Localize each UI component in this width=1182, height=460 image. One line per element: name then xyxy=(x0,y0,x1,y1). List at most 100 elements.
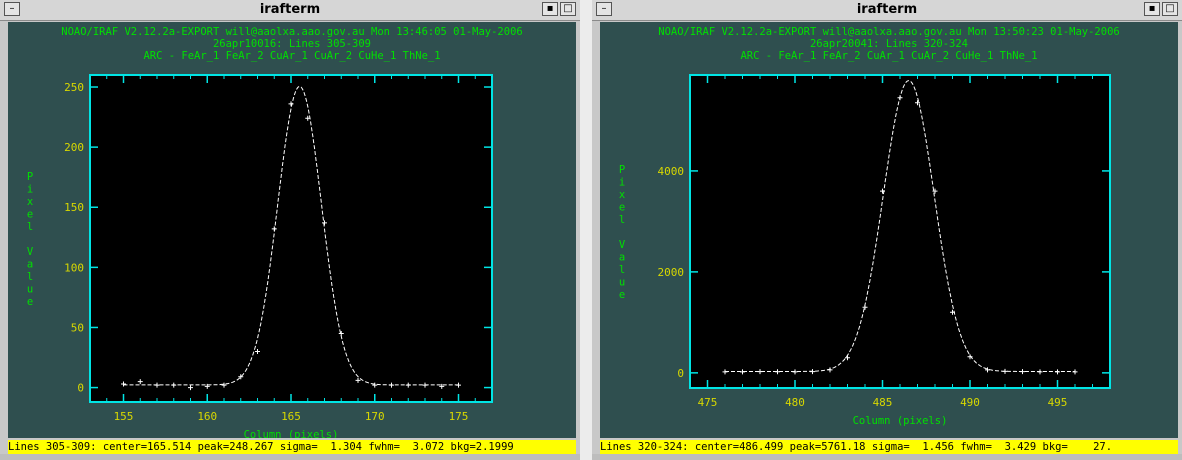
y-axis-label-char: V xyxy=(619,239,626,251)
y-axis-label-char: x xyxy=(27,196,33,208)
data-point xyxy=(1072,369,1078,375)
y-axis-label-char: e xyxy=(619,202,625,214)
plot-header-line-1: NOAO/IRAF V2.12.2a-EXPORT will@aaolxa.aa… xyxy=(658,26,1119,38)
data-point xyxy=(137,379,143,385)
x-tick-label: 480 xyxy=(785,396,805,409)
irafterm-window-right[interactable]: – irafterm ▪ □ NOAO/IRAF V2.12.2a-EXPORT… xyxy=(592,0,1182,460)
data-point xyxy=(845,355,850,361)
y-axis-label-char: l xyxy=(619,214,625,226)
data-point xyxy=(288,101,294,107)
y-tick-label: 4000 xyxy=(658,165,685,178)
data-point xyxy=(722,369,728,375)
data-point xyxy=(757,369,763,375)
y-axis-label-char: P xyxy=(27,171,33,183)
x-tick-label: 160 xyxy=(197,410,217,423)
data-point xyxy=(322,220,327,226)
y-axis-label-char: x xyxy=(619,189,625,201)
maximize-button[interactable]: □ xyxy=(560,2,576,16)
y-axis-label-char: P xyxy=(619,164,625,176)
data-point xyxy=(154,382,160,388)
x-tick-label: 155 xyxy=(114,410,134,423)
data-point xyxy=(456,382,461,388)
window-gap xyxy=(580,0,592,460)
window-menu-button[interactable]: – xyxy=(596,2,612,16)
plot-header-line-3: ARC - FeAr_1 FeAr_2 CuAr_1 CuAr_2 CuHe_1… xyxy=(740,50,1037,62)
minimize-button[interactable]: ▪ xyxy=(542,2,558,16)
y-tick-label: 0 xyxy=(677,367,684,380)
y-tick-label: 200 xyxy=(64,141,84,154)
x-axis-label: Column (pixels) xyxy=(853,415,948,427)
graphics-terminal[interactable]: NOAO/IRAF V2.12.2a-EXPORT will@aaolxa.aa… xyxy=(8,22,576,438)
y-axis-label-char: e xyxy=(27,296,33,308)
window-bottom-border xyxy=(592,454,1182,460)
data-point xyxy=(439,383,445,389)
data-point xyxy=(305,115,311,121)
data-point xyxy=(171,382,177,388)
y-axis-label-char: l xyxy=(27,221,33,233)
window-bottom-border xyxy=(0,454,580,460)
y-axis-label-char: a xyxy=(27,259,33,271)
data-point xyxy=(355,377,361,383)
y-axis-label-char: l xyxy=(619,264,625,276)
data-point xyxy=(810,369,815,375)
plot-frame xyxy=(689,74,1111,389)
x-tick-label: 490 xyxy=(960,396,980,409)
irafterm-window-left[interactable]: – irafterm ▪ □ NOAO/IRAF V2.12.2a-EXPORT… xyxy=(0,0,580,460)
data-point xyxy=(389,382,394,388)
y-axis-label-char: i xyxy=(27,184,33,196)
data-point xyxy=(405,382,411,388)
data-point xyxy=(915,100,920,106)
window-title: irafterm xyxy=(856,2,918,17)
data-point xyxy=(740,369,745,375)
plot-canvas: NOAO/IRAF V2.12.2a-EXPORT will@aaolxa.aa… xyxy=(619,26,1120,427)
data-point xyxy=(880,188,885,194)
status-line: Lines 320-324: center=486.499 peak=5761.… xyxy=(600,440,1178,454)
data-point xyxy=(1055,369,1060,375)
y-axis-label-char: u xyxy=(27,284,33,296)
data-point xyxy=(967,354,973,360)
plot-header-line-2: 26apr10016: Lines 305-309 xyxy=(213,38,371,50)
y-tick-label: 2000 xyxy=(658,266,685,279)
x-tick-label: 170 xyxy=(365,410,385,423)
y-tick-label: 0 xyxy=(77,382,84,395)
data-point xyxy=(121,381,126,387)
data-point xyxy=(950,309,955,315)
data-point xyxy=(862,304,868,310)
maximize-button[interactable]: □ xyxy=(1162,2,1178,16)
titlebar[interactable]: – irafterm ▪ □ xyxy=(592,0,1182,21)
plot-frame xyxy=(89,74,493,403)
data-point xyxy=(1002,368,1008,374)
plot-header-line-2: 26apr20041: Lines 320-324 xyxy=(810,38,968,50)
y-tick-label: 100 xyxy=(64,261,84,274)
y-axis-label-char: V xyxy=(27,246,34,258)
y-axis-label-char: u xyxy=(619,277,625,289)
x-tick-label: 175 xyxy=(449,410,469,423)
data-point xyxy=(188,385,193,391)
data-point xyxy=(372,382,378,388)
data-point xyxy=(1037,369,1043,375)
y-tick-label: 50 xyxy=(71,321,84,334)
y-axis-label-char: l xyxy=(27,271,33,283)
x-axis-label: Column (pixels) xyxy=(244,429,339,438)
data-point xyxy=(775,369,780,375)
plot-header-line-3: ARC - FeAr_1 FeAr_2 CuAr_1 CuAr_2 CuHe_1… xyxy=(143,50,440,62)
y-axis-label-char: i xyxy=(619,177,625,189)
data-point xyxy=(897,95,903,101)
minimize-button[interactable]: ▪ xyxy=(1144,2,1160,16)
data-point xyxy=(238,374,244,380)
x-tick-label: 475 xyxy=(698,396,718,409)
window-menu-button[interactable]: – xyxy=(4,2,20,16)
titlebar[interactable]: – irafterm ▪ □ xyxy=(0,0,580,21)
data-point xyxy=(271,226,277,232)
y-axis-label-char: a xyxy=(619,252,625,264)
plot-header-line-1: NOAO/IRAF V2.12.2a-EXPORT will@aaolxa.aa… xyxy=(61,26,522,38)
data-point xyxy=(985,367,990,373)
status-line: Lines 305-309: center=165.514 peak=248.2… xyxy=(8,440,576,454)
data-point xyxy=(1020,369,1025,375)
graphics-terminal[interactable]: NOAO/IRAF V2.12.2a-EXPORT will@aaolxa.aa… xyxy=(600,22,1178,438)
data-point xyxy=(255,349,260,355)
data-point xyxy=(932,188,938,194)
data-point xyxy=(204,383,210,389)
window-title: irafterm xyxy=(259,2,321,17)
data-point xyxy=(338,330,344,336)
